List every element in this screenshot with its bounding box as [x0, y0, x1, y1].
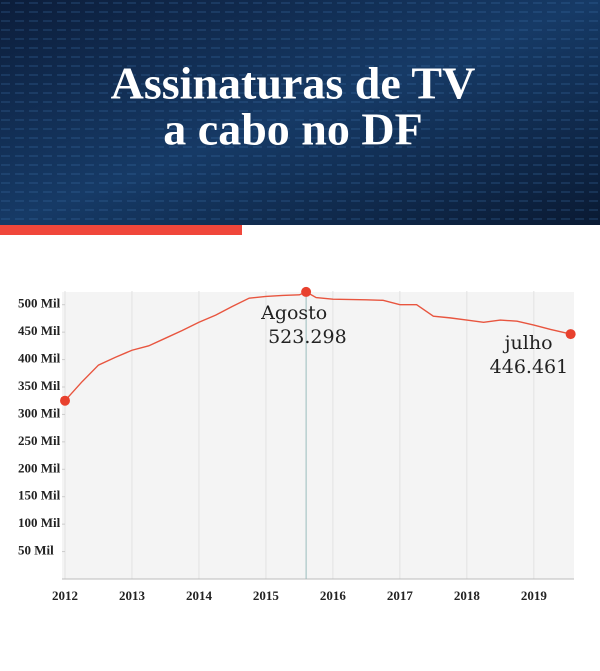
point-marker — [60, 395, 70, 406]
accent-bar — [0, 225, 242, 235]
header-texture — [0, 0, 600, 225]
x-tick-label: 2017 — [387, 588, 414, 603]
y-tick-label: 250 Mil — [18, 433, 61, 448]
annotation-text: Agosto — [260, 302, 327, 324]
annotation-value: 523.298 — [268, 326, 347, 348]
y-tick-label: 150 Mil — [18, 488, 61, 503]
x-tick-label: 2019 — [521, 588, 548, 603]
y-tick-label: 400 Mil — [18, 351, 61, 366]
point-marker — [301, 286, 312, 297]
y-tick-label: 450 Mil — [18, 323, 61, 338]
y-tick-label: 500 Mil — [18, 296, 61, 311]
plot-area — [62, 292, 574, 579]
x-tick-label: 2013 — [119, 588, 146, 603]
annotation-text: julho — [503, 332, 553, 354]
x-tick-label: 2012 — [52, 588, 78, 603]
y-tick-label: 50 Mil — [18, 543, 54, 558]
x-tick-label: 2018 — [454, 588, 481, 603]
x-tick-label: 2015 — [253, 588, 280, 603]
title-line: a cabo no DF — [163, 104, 422, 155]
point-marker — [565, 329, 576, 340]
y-tick-label: 300 Mil — [18, 405, 61, 420]
annotation-value: 446.461 — [490, 356, 569, 378]
x-tick-label: 2014 — [186, 588, 213, 603]
x-tick-label: 2016 — [320, 588, 347, 603]
y-tick-label: 200 Mil — [18, 460, 61, 475]
y-tick-label: 100 Mil — [18, 515, 61, 530]
y-tick-label: 350 Mil — [18, 378, 61, 393]
title-line: Assinaturas de TV — [111, 58, 476, 109]
